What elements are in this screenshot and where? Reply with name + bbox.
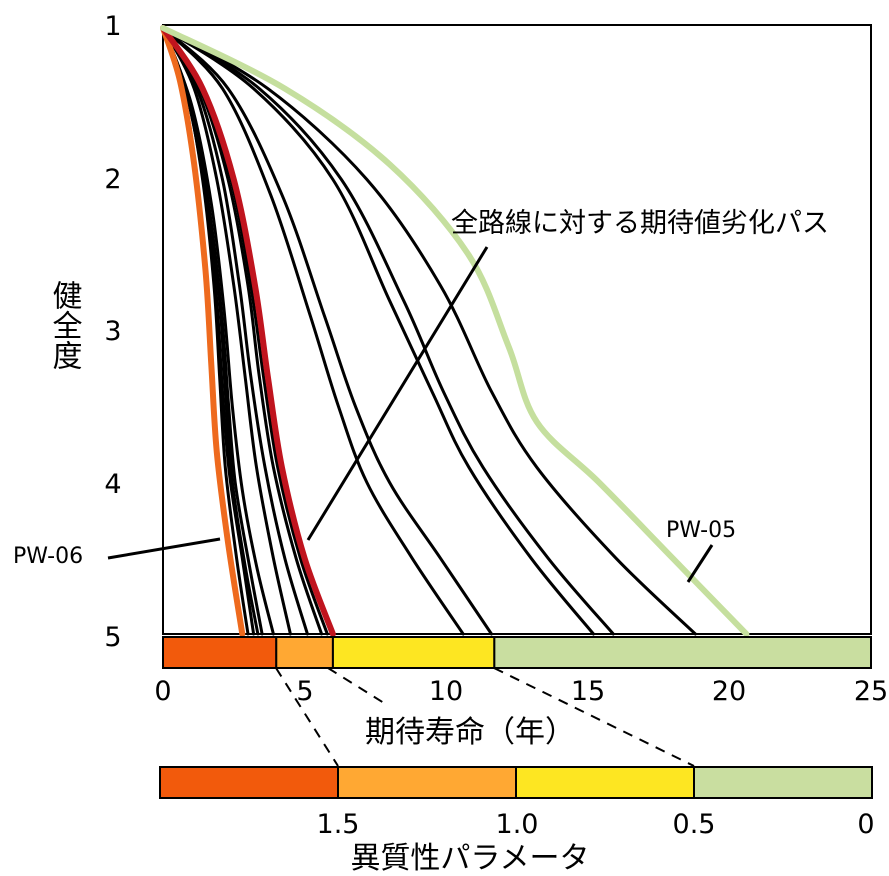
annotation-text: 全路線に対する期待値劣化パス bbox=[451, 208, 829, 239]
lower-color-bar bbox=[159, 766, 873, 799]
series-line-8 bbox=[161, 26, 324, 636]
x-axis-title: 期待寿命（年） bbox=[365, 715, 575, 750]
lower-tick-1.0: 1.0 bbox=[496, 809, 539, 840]
pw05-label: PW-05 bbox=[666, 518, 736, 543]
upper-bar-segment-1 bbox=[275, 636, 334, 669]
degradation-lines bbox=[160, 25, 750, 637]
lower-bar-title: 異質性パラメータ bbox=[350, 841, 589, 876]
bar-connectors bbox=[275, 667, 695, 767]
series-line-10 bbox=[160, 25, 336, 637]
series-line-15 bbox=[161, 26, 697, 636]
series-line-12 bbox=[161, 26, 493, 636]
pw06-label: PW-06 bbox=[13, 544, 83, 569]
x-tick-5: 5 bbox=[296, 676, 313, 707]
lower-bar-segment-1 bbox=[337, 766, 517, 799]
series-line-4 bbox=[161, 26, 264, 636]
plot-frame bbox=[162, 24, 872, 635]
series-line-16 bbox=[160, 25, 750, 637]
annotation-leader bbox=[306, 246, 489, 541]
connector-3 bbox=[493, 667, 695, 767]
y-tick-1: 1 bbox=[104, 11, 121, 42]
connector-1 bbox=[275, 667, 339, 767]
x-tick-0: 0 bbox=[154, 676, 171, 707]
y-tick-3: 3 bbox=[104, 316, 121, 347]
lower-bar-segment-2 bbox=[515, 766, 695, 799]
x-axis-ticks: 0 5 10 15 20 25 bbox=[154, 676, 888, 707]
lower-tick-0.5: 0.5 bbox=[673, 809, 716, 840]
upper-bar-segment-2 bbox=[331, 636, 496, 669]
series-line-5 bbox=[161, 26, 275, 636]
lower-tick-1.5: 1.5 bbox=[317, 809, 360, 840]
pw05-leader bbox=[686, 544, 714, 583]
lower-bar-segment-0 bbox=[159, 766, 339, 799]
connector-2 bbox=[327, 667, 385, 704]
pw06-leader bbox=[107, 537, 221, 560]
x-tick-15: 15 bbox=[571, 676, 605, 707]
series-line-14 bbox=[161, 26, 615, 636]
y-tick-2: 2 bbox=[104, 164, 121, 195]
y-axis-title: 健全度 bbox=[47, 280, 83, 370]
series-line-6 bbox=[161, 26, 292, 636]
upper-color-bar bbox=[162, 636, 872, 669]
y-tick-5: 5 bbox=[104, 622, 121, 653]
x-tick-20: 20 bbox=[712, 676, 746, 707]
y-tick-4: 4 bbox=[104, 469, 121, 500]
lower-tick-0: 0 bbox=[857, 809, 874, 840]
series-line-7 bbox=[161, 26, 309, 636]
series-line-0 bbox=[160, 25, 246, 637]
upper-bar-segment-0 bbox=[162, 636, 278, 669]
series-line-13 bbox=[161, 26, 595, 636]
series-line-11 bbox=[161, 26, 465, 636]
lower-bar-segment-3 bbox=[693, 766, 873, 799]
series-line-1 bbox=[161, 26, 250, 636]
upper-bar-segment-3 bbox=[493, 636, 872, 669]
x-tick-25: 25 bbox=[854, 676, 888, 707]
x-tick-10: 10 bbox=[429, 676, 463, 707]
